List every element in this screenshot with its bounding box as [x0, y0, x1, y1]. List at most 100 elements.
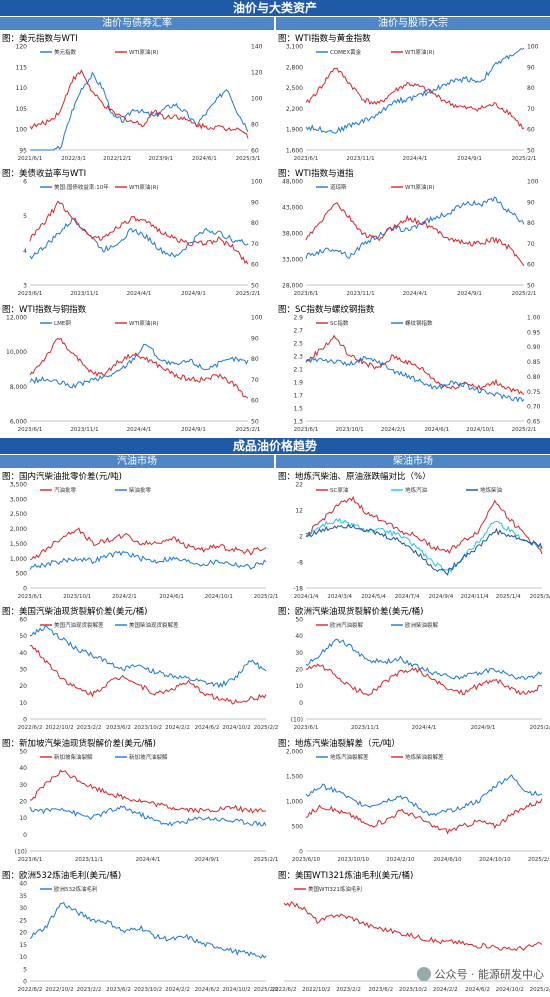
- y-right-tick-label: 0.65: [527, 419, 541, 426]
- x-tick-label: 2024/7/4: [395, 594, 420, 600]
- y-left-tick-label: 1,000: [10, 556, 27, 563]
- x-tick-label: 2022/10/2: [45, 987, 73, 993]
- y-left-tick-label: 0: [299, 849, 303, 856]
- chart-title: 图：美国WTI321炼油毛利(美元/桶): [278, 871, 414, 881]
- series-line: [29, 624, 267, 689]
- x-tick-label: 2024/6/10: [433, 857, 462, 863]
- series-line: [305, 523, 543, 576]
- y-left-tick-label: 30: [19, 667, 27, 674]
- x-tick-label: 2024/10/2: [222, 725, 250, 731]
- chart-svg: 3,500 3,000 2,500 2,000 1,500 1,000 500 02023/6…: [10, 482, 279, 601]
- chart-panel: 图：欧洲532炼油毛利(美元/桶) 40 35 30 25 20 15 10 5 0 2022/6/…: [0, 869, 279, 997]
- x-tick-label: 2025/2/2: [254, 987, 279, 993]
- chart-panel: 图：美国WTI321炼油毛利(美元/桶) 2022/6/2 2022/10/2 202…: [272, 869, 550, 997]
- x-tick-label: 2023/6/2: [106, 725, 131, 731]
- y-left-tick-label: (10): [291, 717, 303, 724]
- y-left-tick-label: 2,500: [286, 85, 303, 92]
- chart-svg: 48,000 43,000 38,000 33,000 28,000 100 90 80 70 6…: [282, 179, 539, 298]
- y-left-tick-label: 10: [19, 954, 27, 961]
- x-tick-label: 2025/1/4: [496, 594, 521, 600]
- x-tick-label: 2025/2/1: [512, 291, 537, 297]
- legend-label: WTI原油(R): [129, 48, 159, 56]
- x-tick-label: 2025/2/1: [512, 427, 537, 433]
- y-left-tick-label: 22: [295, 482, 303, 489]
- y-right-tick-label: 90: [251, 199, 259, 206]
- x-tick-label: 2022/10/2: [302, 987, 330, 993]
- y-left-tick-label: 0: [23, 717, 27, 724]
- y-left-tick-label: 25: [19, 917, 27, 924]
- y-left-tick-label: 50: [19, 749, 27, 756]
- x-tick-label: 2023/6/2: [368, 987, 393, 993]
- y-left-tick-label: 6,000: [10, 419, 27, 426]
- chart-svg: 2.9 2.7 2.5 2.3 2.1 1.9 1.7 1.5 1.3 1.00 0.95 0.90 0…: [293, 315, 541, 434]
- legend-label: 美国柴油现货裂解差: [129, 621, 179, 629]
- series-line: [305, 663, 543, 697]
- x-tick-label: 2021/6/1: [18, 156, 43, 162]
- x-tick-label: 2023/6/1: [18, 427, 43, 433]
- x-tick-label: 2023/6/10: [292, 857, 321, 863]
- y-left-tick-label: 100: [16, 127, 28, 134]
- y-left-tick-label: 1.9: [293, 380, 303, 387]
- y-left-tick-label: 40: [19, 650, 27, 657]
- y-right-tick-label: 70: [251, 241, 259, 248]
- x-tick-label: 2024/9/1: [457, 291, 482, 297]
- series-line: [305, 67, 525, 130]
- chart-panel: 图：美元指数与WTI 120 115 110 105 100 95 140 120 100 80 60…: [0, 32, 274, 166]
- x-tick-label: 2024/2/1: [112, 594, 137, 600]
- x-tick-label: 2023/6/1: [294, 291, 319, 297]
- series-line: [29, 644, 267, 705]
- chart-panel: 图：WTI指数与黄金指数 3,100 2,800 2,500 2,200 1,900 1,6…: [276, 32, 550, 166]
- y-left-tick-label: 3,100: [286, 44, 303, 51]
- y-left-tick-label: 2,500: [10, 511, 27, 518]
- x-tick-label: 2024/5/4: [361, 594, 386, 600]
- y-left-tick-label: 2.3: [293, 354, 303, 361]
- x-tick-label: 2025/2/1: [530, 725, 550, 731]
- y-left-tick-label: 0: [23, 832, 27, 839]
- banner-product-oil: 成品油价格趋势: [0, 438, 550, 454]
- series-line: [29, 200, 249, 265]
- y-left-tick-label: 30: [19, 782, 27, 789]
- x-tick-label: 2025/2/1: [254, 594, 279, 600]
- y-right-tick-label: 50: [527, 148, 535, 155]
- chart-title: 图：美债收益率与WTI: [2, 169, 87, 179]
- y-left-tick-label: 40: [19, 881, 27, 888]
- x-tick-label: 2023/11/1: [70, 427, 98, 433]
- x-tick-label: 2023/10/1: [63, 594, 91, 600]
- subheader-oil-stock: 油价与股市大宗: [276, 17, 550, 30]
- subheader-diesel: 柴油市场: [276, 455, 550, 468]
- x-tick-label: 2024/6/2: [195, 987, 220, 993]
- x-tick-label: 2023/6/1: [18, 291, 43, 297]
- y-right-tick-label: 0.90: [527, 344, 541, 351]
- x-tick-label: 2024/1/4: [294, 594, 319, 600]
- legend-label: SC原油: [330, 486, 349, 494]
- x-tick-label: 2023/11/1: [346, 291, 374, 297]
- x-tick-label: 2024/9/1: [181, 291, 206, 297]
- legend-label: 欧洲汽油裂解: [330, 621, 364, 629]
- chart-title: 图：地炼汽柴油裂解差（元/吨）: [278, 739, 400, 749]
- series-line: [29, 550, 267, 570]
- series-line: [29, 217, 249, 260]
- chart-title: 图：WTI指数与黄金指数: [278, 34, 371, 44]
- chart-title: 图：国内汽柴油批零价差(元/吨): [2, 472, 122, 482]
- y-left-tick-label: 28,000: [282, 283, 303, 290]
- y-left-tick-label: 120: [16, 44, 28, 51]
- y-right-tick-label: 1.00: [527, 315, 541, 322]
- legend-label: 新加坡汽油裂解: [129, 753, 168, 761]
- y-right-tick-label: 50: [527, 283, 535, 290]
- legend-label: 道琼斯: [330, 183, 347, 191]
- y-right-tick-label: 80: [251, 122, 259, 129]
- x-tick-label: 2022/6/2: [18, 725, 43, 731]
- y-right-tick-label: 100: [251, 96, 263, 103]
- y-right-tick-label: 0.80: [527, 374, 541, 381]
- legend-label: 美国WTI321炼油毛利: [308, 885, 362, 893]
- y-left-tick-label: 1,600: [286, 148, 303, 155]
- legend-label: 地炼柴油裂解差: [405, 753, 444, 761]
- y-right-tick-label: 90: [527, 64, 535, 71]
- chart-title: 图：新加坡汽柴油现货裂解价差(美元/桶): [2, 739, 156, 749]
- legend-label: LME铜: [54, 319, 71, 327]
- y-left-tick-label: 2,000: [10, 526, 27, 533]
- y-left-tick-label: 1,000: [286, 799, 303, 806]
- legend-label: WTI原油(R): [129, 183, 159, 191]
- series-line: [305, 47, 525, 134]
